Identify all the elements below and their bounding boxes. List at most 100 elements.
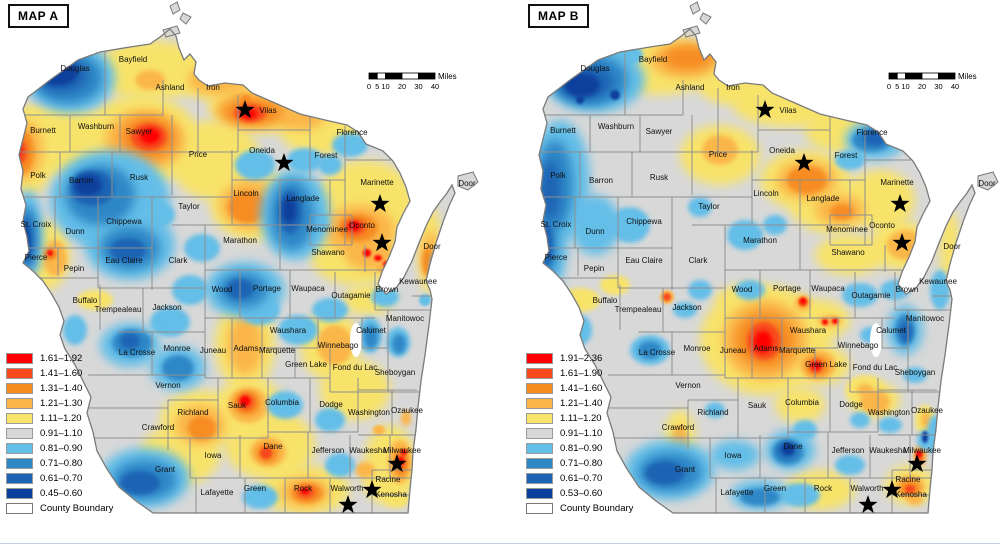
county-label: Bayfield (639, 55, 667, 64)
site-star-icon (794, 153, 814, 172)
legend-range-label: 0.53–0.60 (560, 488, 603, 499)
legend-swatch (6, 458, 33, 469)
legend-row-county-boundary: County Boundary (6, 501, 113, 516)
heat-blob (401, 449, 407, 455)
heat-blob (317, 325, 353, 365)
county-label: Florence (336, 128, 368, 137)
legend-swatch (526, 413, 553, 424)
county-labels: Douglas Bayfield Ashland Iron Vilas Burnett Wa… (541, 55, 996, 499)
county-label: Dane (783, 442, 803, 451)
site-star-icon (370, 194, 390, 213)
heat-blob (120, 471, 160, 495)
heat-blob (267, 391, 303, 419)
heat-blob (74, 174, 102, 196)
county-label: Oconto (869, 221, 895, 230)
county-label: Jefferson (312, 446, 345, 455)
heat-blob (702, 135, 738, 165)
county-label: Washburn (598, 122, 634, 131)
county-label: Winnebago (838, 341, 879, 350)
heat-blob (145, 203, 175, 227)
county-label: Douglas (60, 64, 89, 73)
county-label: Waupaca (811, 284, 845, 293)
legend-swatch (6, 383, 33, 394)
county-label: Sawyer (646, 127, 673, 136)
county-label: Eau Claire (625, 256, 663, 265)
county-label: Polk (550, 171, 567, 180)
county-label: Marquette (779, 346, 816, 355)
scale-unit-label: Miles (438, 72, 457, 81)
heat-blob (610, 90, 620, 100)
county-label: St. Croix (21, 220, 52, 229)
county-label: Marathon (743, 236, 777, 245)
heat-blob (645, 461, 685, 485)
county-label: Crawford (662, 423, 694, 432)
county-label: Vilas (779, 106, 796, 115)
heat-blob (564, 73, 600, 97)
scale-tick-label: 40 (431, 82, 439, 91)
legend-range-label: 1.91–2.36 (560, 353, 603, 364)
map-b-canvas: Douglas Bayfield Ashland Iron Vilas Burnett Wa… (538, 1, 999, 514)
county-label: La Crosse (639, 348, 676, 357)
scale-tick-label: 20 (918, 82, 926, 91)
heat-blob (688, 197, 712, 217)
county-label: Sauk (228, 401, 247, 410)
heat-blob (710, 440, 760, 470)
scale-tick-label: 5 (895, 82, 899, 91)
county-label: Iron (206, 83, 220, 92)
county-label: Washburn (78, 122, 114, 131)
county-label: Buffalo (73, 296, 98, 305)
heat-blob (374, 255, 382, 261)
site-star-icon (890, 194, 910, 213)
legend-row: 0.91–1.10 (526, 426, 633, 441)
legend-swatch (526, 473, 553, 484)
heat-blob (77, 290, 113, 310)
legend-swatch (6, 488, 33, 499)
legend-swatch (6, 473, 33, 484)
county-label: Brown (896, 285, 919, 294)
legend-range-label: 0.91–1.10 (560, 428, 603, 439)
county-label: Iron (726, 83, 740, 92)
county-label: Bayfield (119, 55, 147, 64)
legend-range-label: 1.41–1.60 (560, 383, 603, 394)
heat-blob (705, 402, 725, 418)
county-labels: Douglas Bayfield Ashland Iron Vilas Burnett Wa… (21, 55, 476, 499)
heat-blob (832, 318, 838, 324)
county-label: Wood (212, 285, 233, 294)
heat-blob (301, 488, 309, 494)
county-label: Calumet (356, 326, 387, 335)
heat-blob (332, 133, 368, 157)
county-label: Waushara (270, 326, 307, 335)
heat-blob (172, 275, 208, 305)
county-label: Adams (754, 344, 779, 353)
site-star-icon (907, 454, 927, 473)
legend-row: 0.71–0.80 (6, 456, 113, 471)
heat-blob (860, 390, 890, 414)
state-outline (18, 28, 456, 514)
heat-blob (235, 150, 275, 180)
legend-swatch (6, 413, 33, 424)
map-a-canvas: Douglas Bayfield Ashland Iron Vilas Burnett Wa… (18, 1, 479, 514)
county-label: Shawano (311, 248, 345, 257)
county-label: Grant (675, 465, 696, 474)
county-borders (540, 48, 953, 513)
heat-blob (900, 322, 912, 342)
legend-row: 1.11–1.20 (526, 411, 633, 426)
heat-blob (905, 485, 915, 493)
site-star-icon (274, 153, 294, 172)
legend-range-label: 1.11–1.20 (40, 413, 82, 424)
heat-blob (385, 492, 409, 508)
county-label: Portage (253, 284, 282, 293)
county-label: Iowa (205, 451, 222, 460)
county-label: Jefferson (832, 446, 865, 455)
county-label: Calumet (876, 326, 907, 335)
heat-blob (688, 280, 712, 300)
county-label: Chippewa (106, 217, 142, 226)
heat-blob (227, 315, 263, 375)
heat-blob (287, 148, 323, 172)
county-label: Barron (589, 176, 613, 185)
county-boundary-swatch (6, 503, 33, 514)
legend-range-label: 0.91–1.10 (40, 428, 83, 439)
county-label: Shawano (831, 248, 865, 257)
bottom-rule (0, 543, 1000, 544)
